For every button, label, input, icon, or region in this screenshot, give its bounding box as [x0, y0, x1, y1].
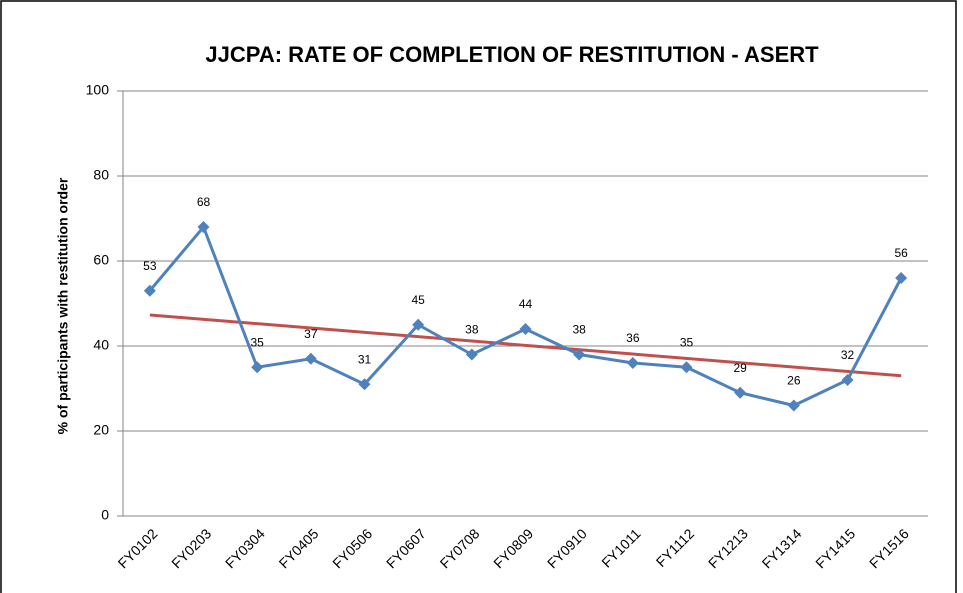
data-point: [465, 348, 478, 361]
data-label: 36: [626, 331, 640, 345]
data-point: [143, 284, 156, 297]
data-label: 38: [572, 323, 586, 337]
data-label: 53: [143, 259, 157, 273]
data-label: 31: [358, 352, 372, 366]
data-label: 37: [304, 327, 318, 341]
data-label: 56: [894, 246, 908, 260]
data-label: 26: [787, 374, 801, 388]
data-point: [573, 348, 586, 361]
data-point: [358, 378, 371, 391]
data-point: [519, 323, 532, 335]
data-point: [626, 357, 639, 369]
data-point: [895, 272, 908, 284]
y-tick-label: 0: [101, 507, 109, 523]
data-point: [734, 386, 747, 399]
data-label: 45: [411, 293, 425, 307]
y-tick-label: 20: [93, 422, 109, 438]
data-label: 35: [250, 335, 264, 349]
data-point: [787, 399, 800, 412]
data-point: [841, 374, 854, 386]
data-point: [251, 361, 264, 374]
data-point: [680, 361, 693, 374]
y-axis-label: % of participants with restitution order: [55, 177, 71, 434]
data-point: [304, 352, 317, 365]
data-label: 38: [465, 323, 479, 337]
data-label: 35: [680, 335, 694, 349]
y-tick-label: 60: [93, 252, 109, 268]
y-tick-label: 40: [93, 337, 109, 353]
y-tick-label: 80: [93, 167, 109, 183]
data-label: 29: [733, 361, 747, 375]
data-point: [412, 318, 425, 331]
data-label: 68: [197, 195, 211, 209]
y-tick-label: 100: [86, 82, 110, 98]
data-label: 44: [519, 297, 533, 311]
data-point: [197, 221, 210, 233]
chart-title: JJCPA: RATE OF COMPLETION OF RESTITUTION…: [205, 42, 819, 67]
trendline: [149, 313, 902, 378]
data-label: 32: [841, 348, 855, 362]
